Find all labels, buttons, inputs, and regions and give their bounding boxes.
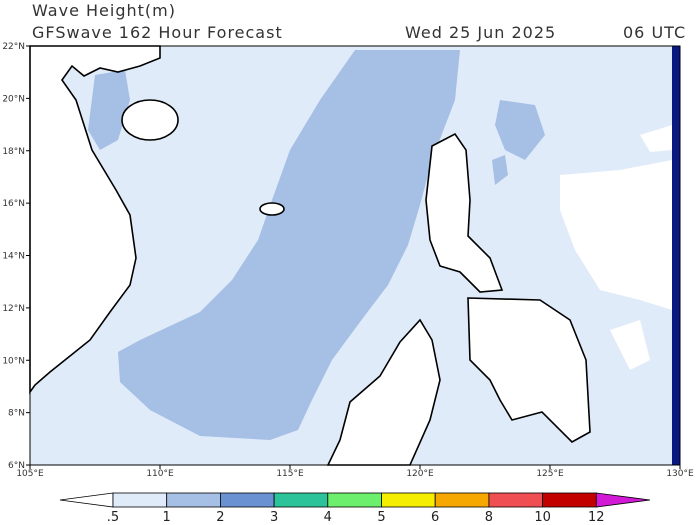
island	[121, 99, 179, 141]
colorbar-segment	[381, 492, 436, 508]
wave-band	[495, 100, 545, 160]
lat-label: 18°N	[2, 147, 25, 157]
title: Wave Height(m)	[32, 1, 176, 20]
colorbar-segment	[166, 492, 221, 508]
land	[425, 132, 504, 293]
colorbar-label: 8	[485, 510, 493, 525]
colorbar-segment	[219, 492, 275, 508]
lon-label: 125°E	[536, 469, 564, 479]
colorbar-label: 6	[431, 510, 439, 525]
lat-label: 16°N	[2, 199, 25, 209]
colorbar-segment	[273, 492, 329, 508]
land	[29, 45, 161, 395]
colorbar-under	[59, 492, 114, 508]
colorbar-label: 10	[534, 510, 551, 525]
colorbar-label: 5	[377, 510, 385, 525]
colorbar-segment	[488, 492, 543, 508]
date: Wed 25 Jun 2025	[405, 23, 556, 42]
land	[326, 318, 441, 466]
lat-label: 6°N	[8, 461, 25, 471]
colorbar-label: 1	[163, 510, 171, 525]
lat-label: 20°N	[2, 94, 25, 104]
lon-label: 110°E	[146, 469, 174, 479]
colorbar-over	[595, 492, 651, 508]
lon-label: 120°E	[406, 469, 434, 479]
calm-area	[610, 320, 650, 370]
calm-area	[560, 160, 672, 310]
colorbar-label: 3	[270, 510, 278, 525]
island	[259, 202, 285, 216]
colorbar-label: 12	[588, 510, 605, 525]
map	[29, 45, 681, 466]
edge-band	[672, 46, 680, 465]
wave-band	[88, 70, 130, 150]
wave-band	[118, 50, 460, 440]
colorbar-segment	[542, 492, 597, 508]
colorbar-label: 2	[216, 510, 224, 525]
lat-label: 22°N	[2, 42, 25, 52]
subtitle: GFSwave 162 Hour Forecast	[32, 23, 283, 42]
lat-label: 10°N	[2, 356, 25, 366]
lat-label: 8°N	[8, 409, 25, 419]
colorbar-label: 4	[324, 510, 332, 525]
wave-band	[492, 155, 508, 185]
lon-label: 130°E	[666, 469, 694, 479]
colorbar-segment	[434, 492, 490, 508]
colorbar-segment	[327, 492, 382, 508]
lat-label: 14°N	[2, 252, 25, 262]
lat-label: 12°N	[2, 304, 25, 314]
time: 06 UTC	[623, 23, 686, 42]
land	[467, 297, 591, 443]
lon-label: 115°E	[276, 469, 304, 479]
calm-area	[640, 125, 672, 152]
colorbar-segment	[112, 492, 168, 508]
colorbar-label: .5	[107, 510, 119, 525]
lon-label: 105°E	[16, 469, 44, 479]
